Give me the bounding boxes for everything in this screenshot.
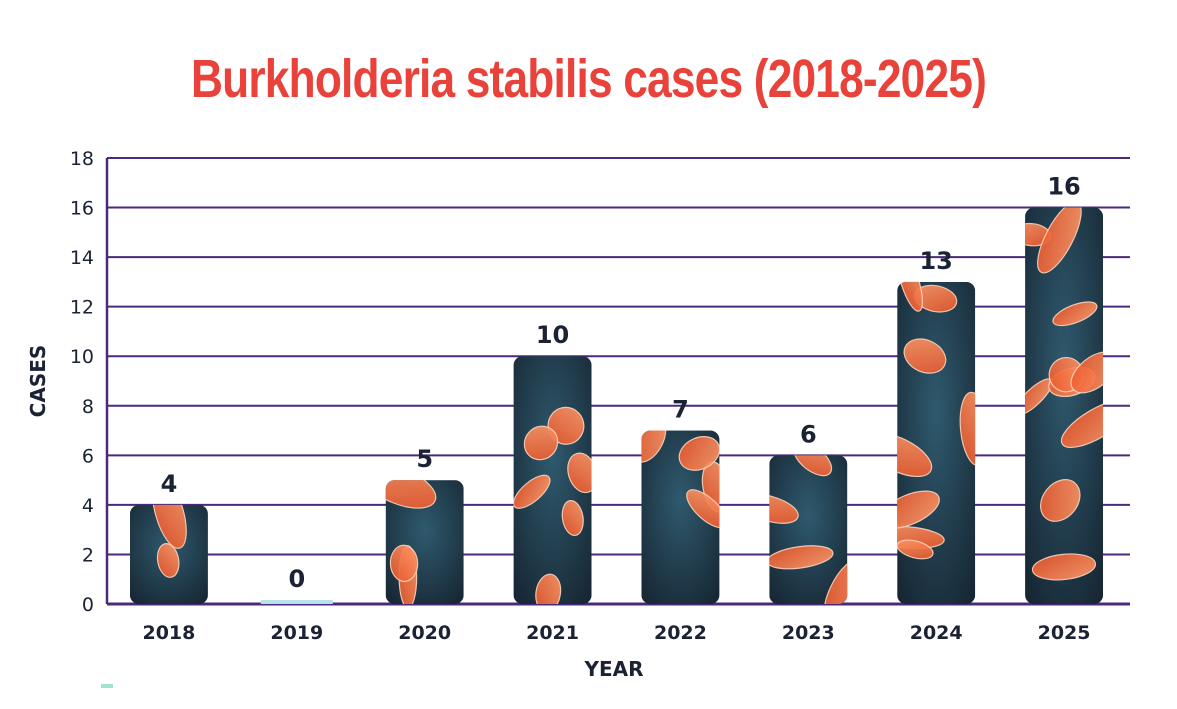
bacteria-cell: [513, 474, 551, 509]
bacteria-cell: [903, 338, 947, 374]
bacteria-cell: [1070, 351, 1104, 394]
bacteria-cell: [641, 430, 667, 463]
y-tick-label: 18: [70, 148, 94, 170]
bacteria-cell: [1037, 207, 1082, 274]
data-label: 5: [416, 445, 433, 473]
x-tick-label: 2025: [1038, 622, 1091, 644]
x-tick-label: 2024: [910, 622, 963, 644]
y-tick-label: 10: [70, 346, 94, 368]
data-label: 4: [161, 470, 178, 498]
bacteria-cell: [686, 489, 720, 529]
bacteria-cell: [156, 543, 180, 578]
y-tick-label: 2: [82, 544, 94, 566]
bacteria-cell: [1052, 301, 1098, 327]
bacteria-cell: [959, 391, 976, 466]
bacteria-cell: [1060, 399, 1104, 448]
bacteria-cell: [152, 504, 187, 549]
y-tick-label: 0: [82, 594, 94, 616]
x-tick-label: 2019: [270, 622, 323, 644]
x-tick-label: 2022: [654, 622, 707, 644]
bacteria-cell: [897, 490, 940, 529]
y-tick-label: 4: [82, 495, 94, 517]
y-tick-label: 8: [82, 396, 94, 418]
bar: [897, 281, 976, 604]
legend-swatch: [101, 684, 113, 688]
y-tick-label: 6: [82, 445, 94, 467]
x-tick-label: 2018: [142, 622, 195, 644]
data-label: 10: [536, 321, 569, 349]
bacteria-cell: [897, 539, 934, 560]
data-label: 7: [672, 396, 689, 424]
x-tick-label: 2020: [398, 622, 451, 644]
bacteria-cell: [769, 493, 799, 524]
bacteria-cell: [1031, 553, 1097, 581]
bacteria-cell: [523, 425, 559, 461]
y-tick-label: 16: [70, 198, 94, 220]
bar: [769, 455, 848, 605]
x-tick-label: 2023: [782, 622, 835, 644]
data-label: 0: [288, 565, 305, 593]
data-label: 6: [800, 420, 817, 448]
chart-title: Burkholderia stabilis cases (2018-2025): [190, 49, 987, 109]
data-label: 13: [919, 247, 952, 275]
bacteria-cell: [793, 455, 833, 477]
bacteria-cell: [567, 452, 592, 494]
x-tick-label: 2021: [526, 622, 579, 644]
bacteria-cell: [535, 573, 562, 604]
data-label: 16: [1047, 173, 1080, 201]
bacteria-cell: [823, 558, 848, 605]
bar: [1025, 207, 1104, 605]
bacteria-cell: [1040, 479, 1081, 522]
bar: [129, 504, 208, 604]
bacteria-cell: [897, 281, 924, 312]
y-tick-label: 12: [70, 297, 94, 319]
bacteria-cell: [897, 432, 933, 478]
bar: [260, 600, 333, 604]
bar: [385, 480, 464, 604]
x-axis-label: YEAR: [583, 657, 643, 681]
bacteria-cell: [678, 436, 720, 471]
bacteria-cell: [385, 480, 437, 509]
bacteria-cell: [769, 545, 834, 570]
bacteria-cell: [561, 499, 584, 536]
bar: [641, 430, 720, 604]
y-tick-label: 14: [70, 247, 94, 269]
bar: [513, 356, 592, 604]
y-axis-label: CASES: [26, 345, 50, 418]
bacteria-cell: [389, 544, 419, 583]
